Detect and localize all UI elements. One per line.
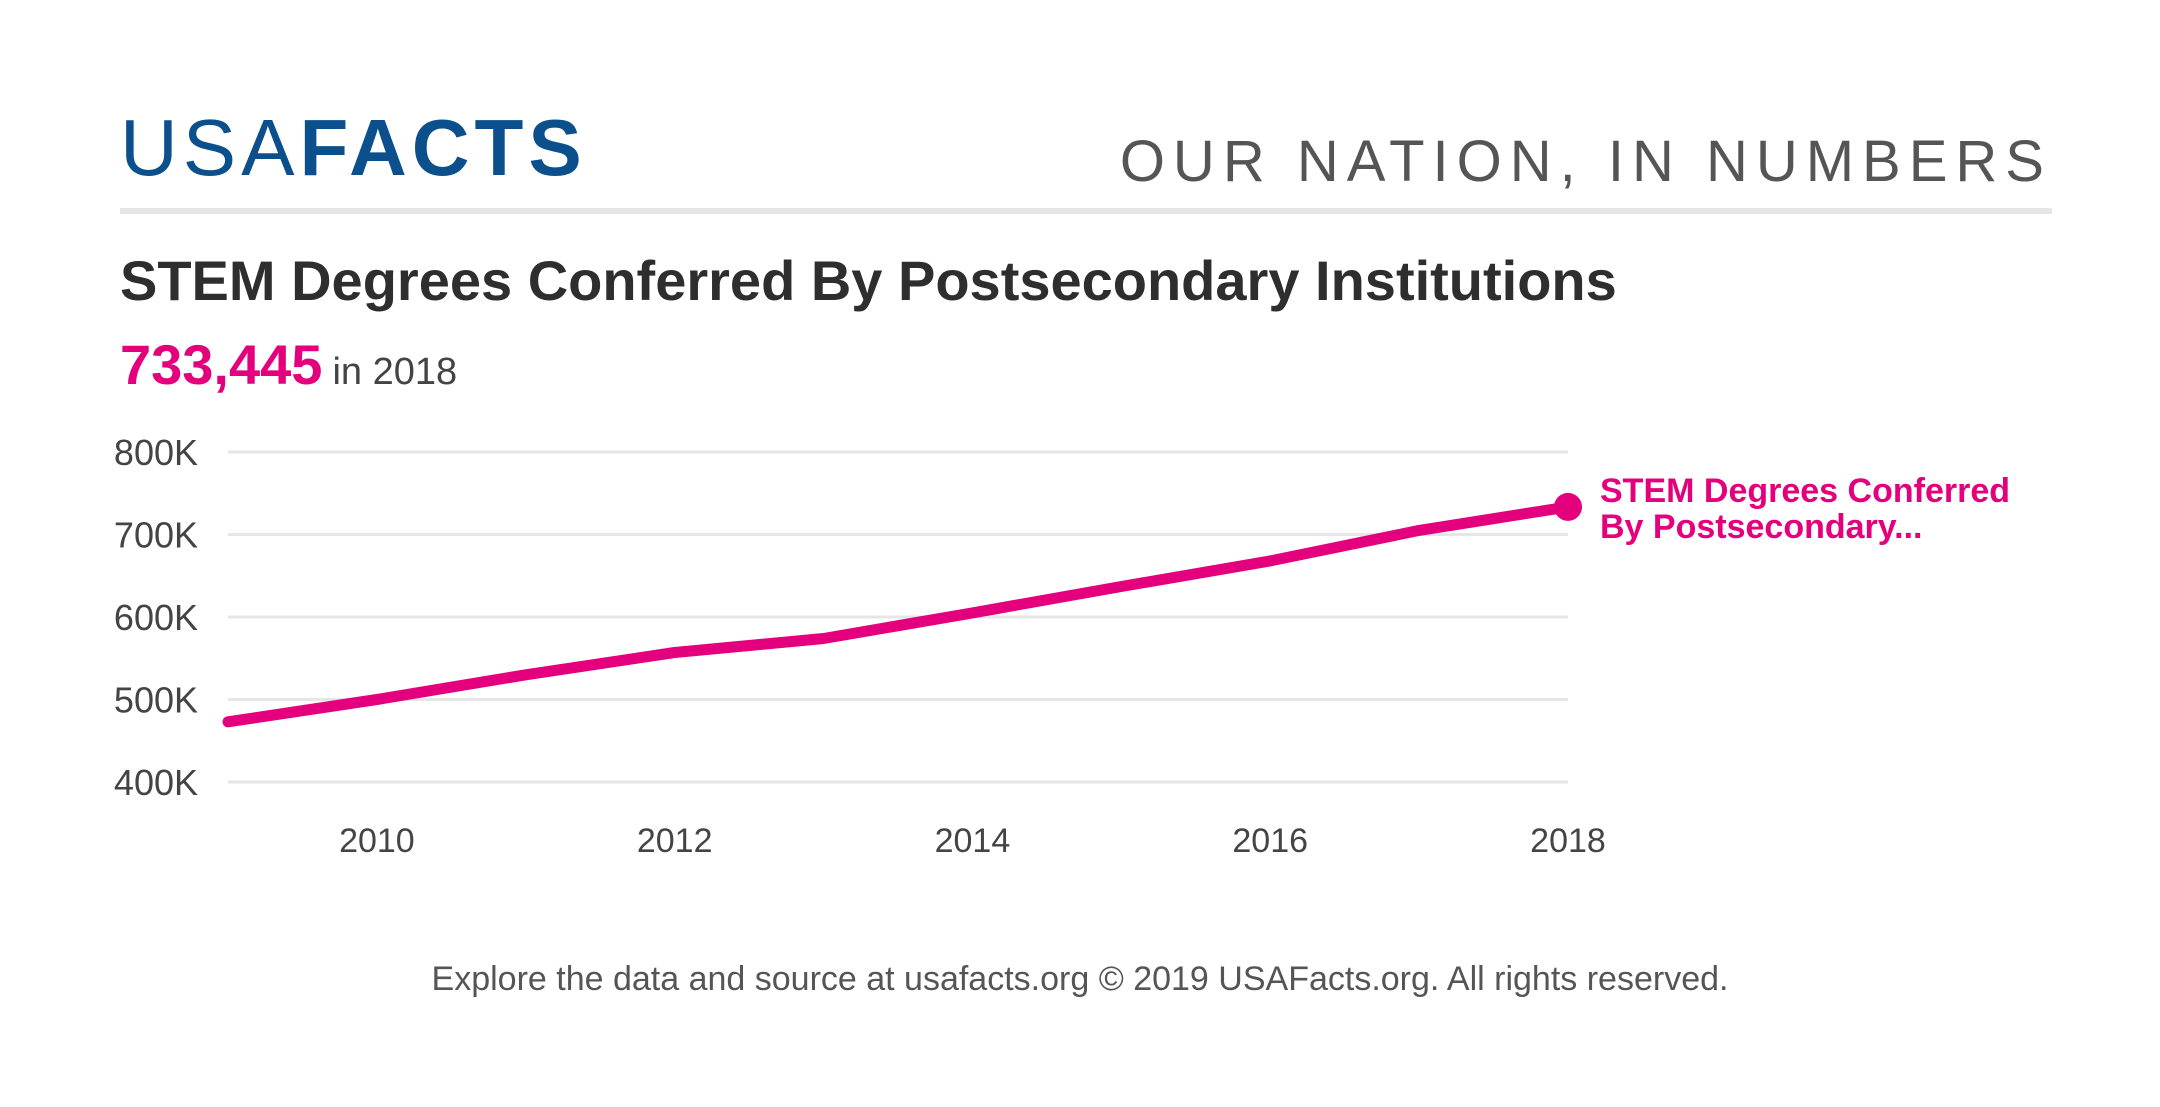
line-chart: 400K 500K 600K 700K 800K 2010 2012 2014 2016 2018… (114, 432, 2010, 860)
x-tick-label: 2018 (1530, 822, 1606, 860)
y-tick-label: 800K (114, 432, 198, 473)
headline-value: 733,445 (120, 333, 323, 396)
y-tick-label: 700K (114, 515, 198, 556)
x-tick-label: 2010 (339, 822, 415, 860)
headline-suffix: in 2018 (332, 351, 458, 393)
series-line (222, 501, 1574, 728)
y-tick-label: 600K (114, 597, 198, 638)
series-label-line: STEM Degrees Conferred (1600, 472, 2010, 510)
series-label-line: By Postsecondary... (1600, 508, 1923, 546)
chart-title: STEM Degrees Conferred By Postsecondary … (120, 249, 1617, 312)
usafacts-logo: USAFACTS (120, 108, 587, 188)
y-tick-label: 500K (114, 680, 198, 721)
header-divider (120, 208, 2052, 214)
y-tick-label: 400K (114, 762, 198, 803)
x-tick-label: 2012 (637, 822, 713, 860)
headline-stat: 733,445 in 2018 (120, 332, 457, 397)
series-label: STEM Degrees Conferred By Postsecondary..… (1600, 472, 2010, 546)
tagline: OUR NATION, IN NUMBERS (1119, 129, 2052, 194)
x-tick-label: 2016 (1232, 822, 1308, 860)
footer-credit: Explore the data and source at usafacts.… (431, 960, 1729, 998)
logo-usa: USA (120, 103, 300, 192)
series-end-point (1554, 492, 1582, 521)
logo-facts: FACTS (299, 103, 587, 192)
x-tick-label: 2014 (935, 822, 1011, 860)
